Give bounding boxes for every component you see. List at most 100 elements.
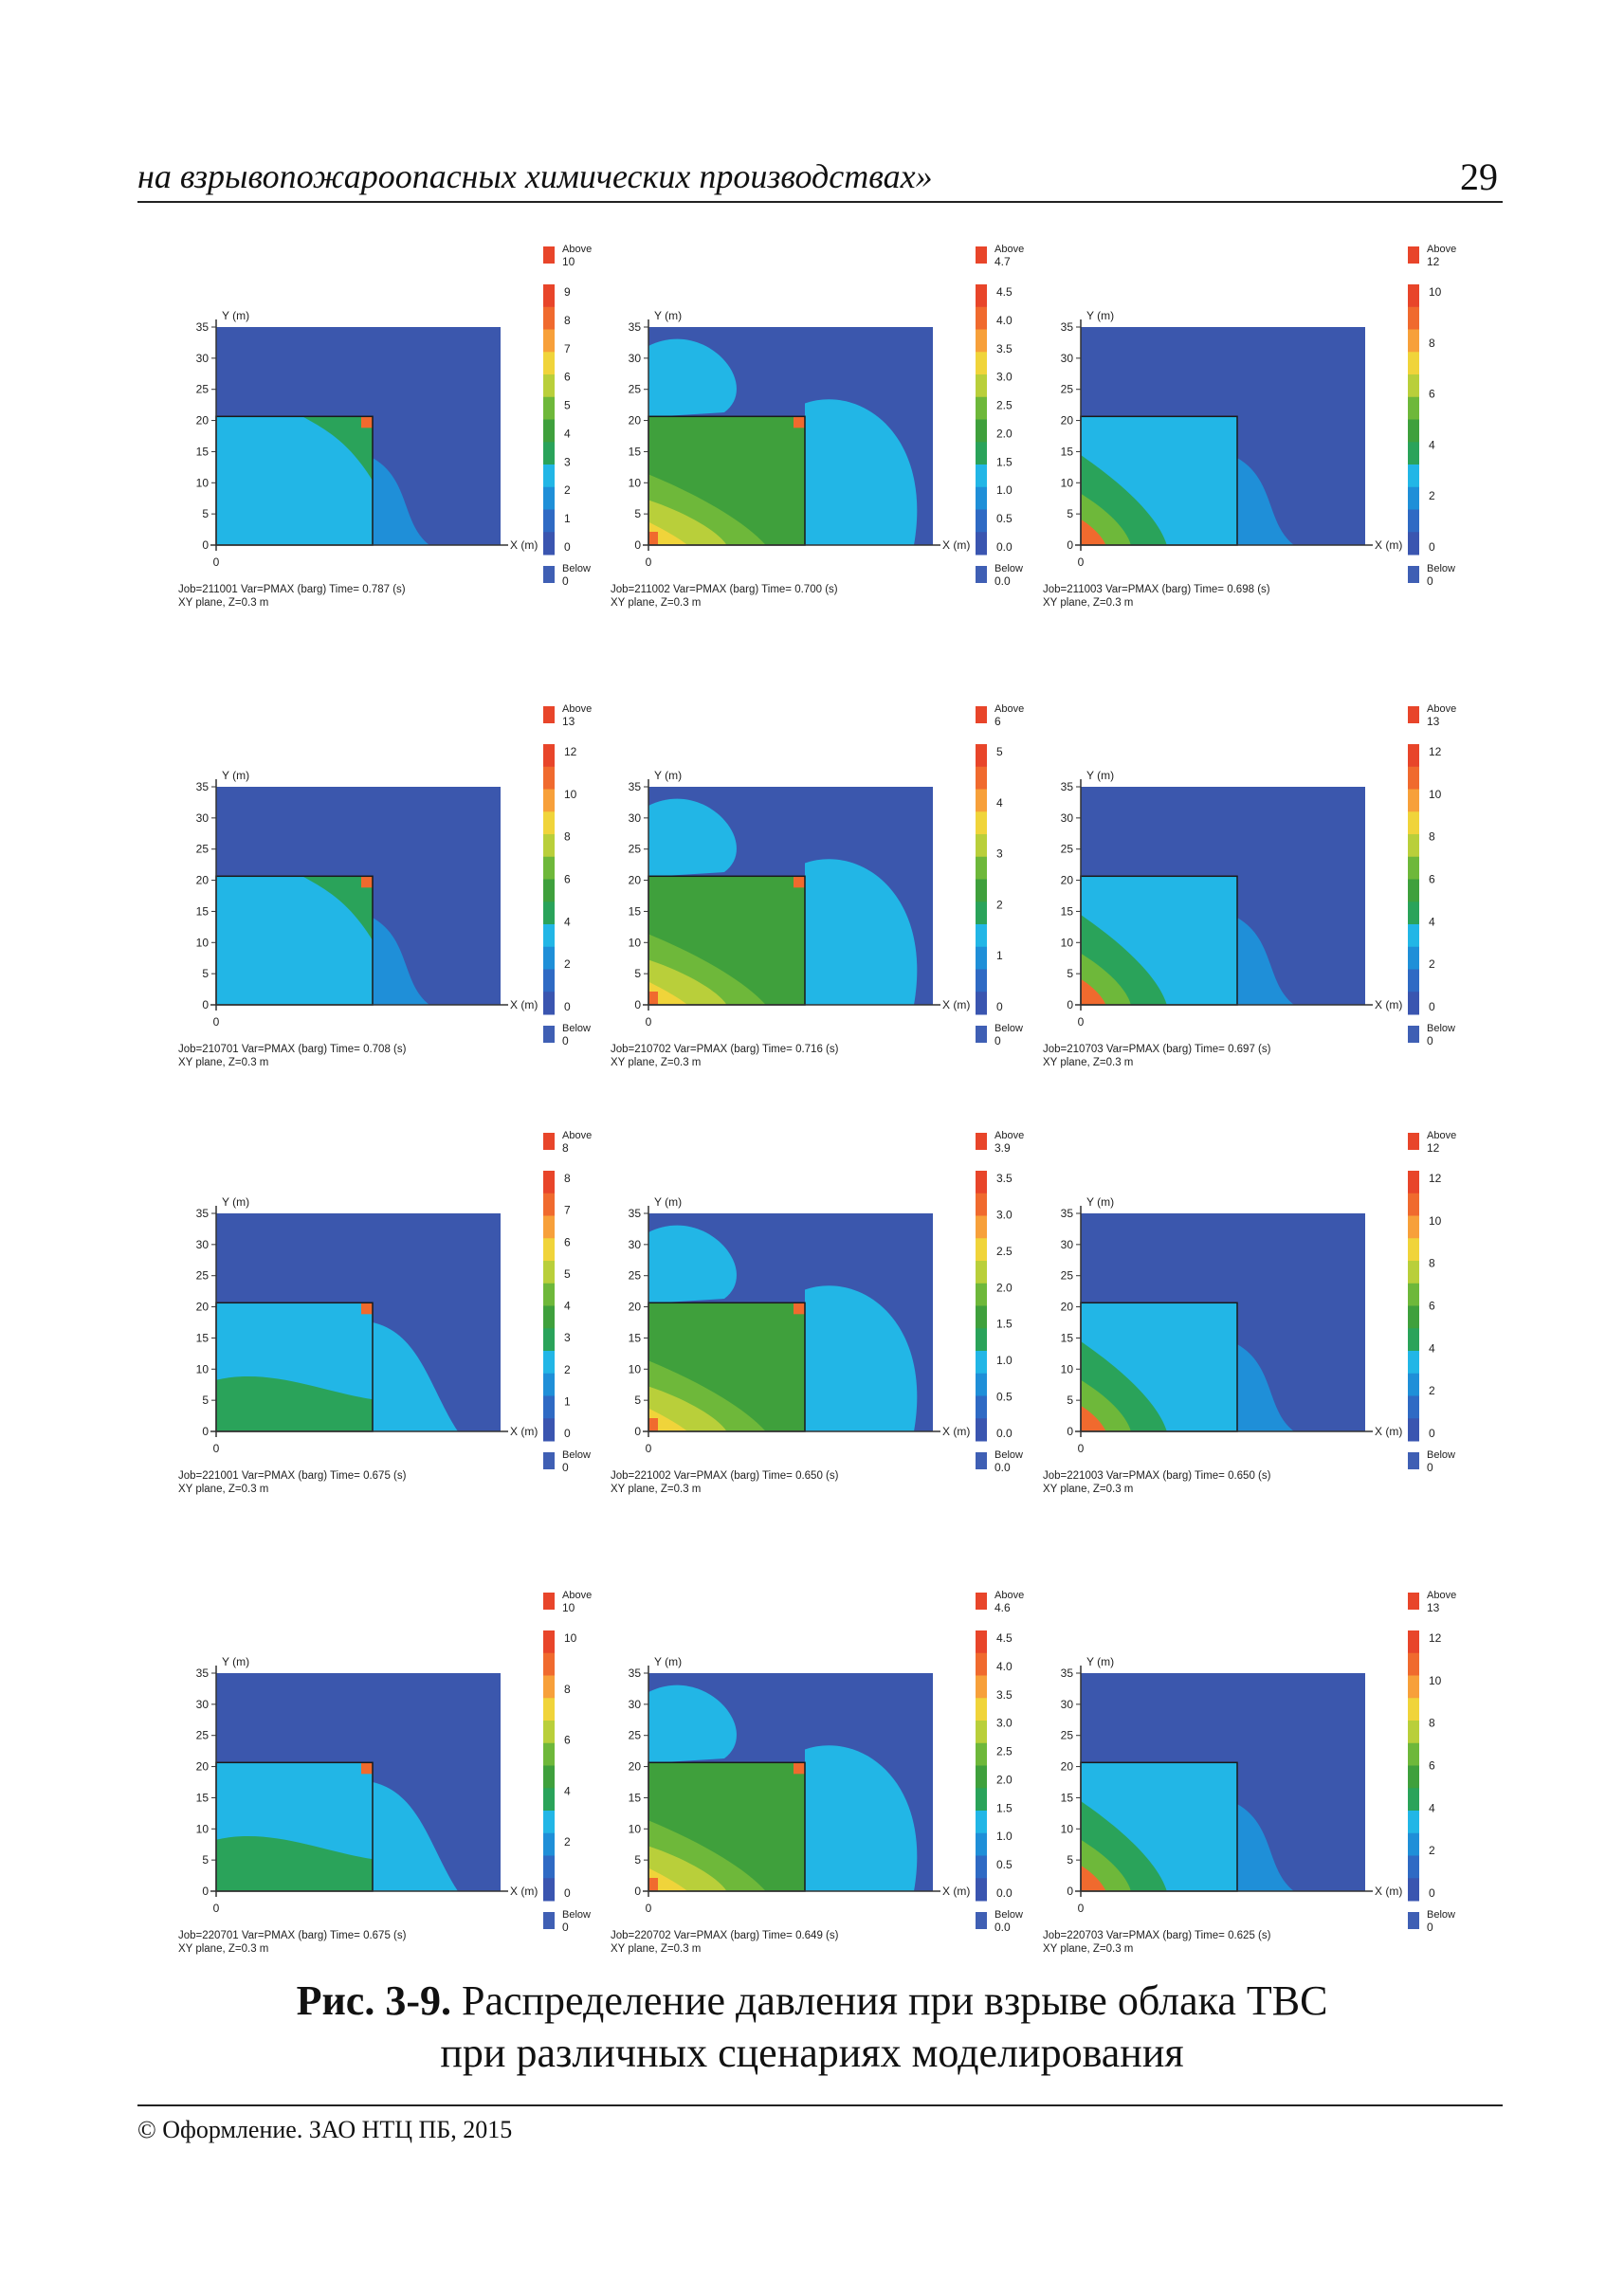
- y-tick-label: 30: [1061, 1698, 1074, 1711]
- legend-tick-label: 6: [1429, 1759, 1435, 1773]
- legend-tick-label: 0: [564, 1000, 571, 1013]
- legend-color-band: [976, 744, 987, 768]
- y-tick-label: 15: [1061, 904, 1074, 918]
- legend-color-band: [976, 1765, 987, 1789]
- y-tick-label: 10: [629, 1362, 642, 1375]
- contour-field: [216, 1302, 458, 1431]
- legend-tick-label: 4: [1429, 1801, 1435, 1814]
- y-tick-label: 0: [634, 998, 641, 1011]
- y-tick-label: 0: [202, 538, 209, 552]
- legend-tick-label: 4: [1429, 1341, 1435, 1355]
- y-tick-label: 5: [202, 1393, 209, 1407]
- legend-tick-label: 2: [564, 957, 571, 971]
- legend-color-band: [976, 924, 987, 948]
- y-tick-label: 30: [196, 1698, 210, 1711]
- legend-color-band: [543, 419, 555, 443]
- contour-patch: [805, 399, 918, 545]
- x-axis-label: X (m): [1375, 1425, 1402, 1438]
- legend-below-label: Below: [994, 1449, 1023, 1461]
- y-tick-label: 0: [1067, 998, 1073, 1011]
- legend-tick-label: 4: [564, 427, 571, 440]
- legend-below-label: Below: [562, 563, 591, 574]
- legend-above-swatch: [1408, 706, 1419, 723]
- y-tick-label: 35: [196, 1207, 210, 1220]
- legend-color-band: [543, 1238, 555, 1262]
- legend-above-label: Above: [994, 244, 1024, 255]
- legend-below-label: Below: [562, 1909, 591, 1921]
- legend-tick-label: 4: [564, 915, 571, 928]
- y-tick-label: 15: [1061, 1791, 1074, 1804]
- y-tick-label: 5: [1067, 507, 1073, 520]
- legend-tick-label: 4.5: [996, 1631, 1013, 1645]
- y-tick-label: 20: [196, 414, 210, 428]
- legend-color-band: [543, 1652, 555, 1676]
- legend-tick-label: 12: [1429, 745, 1442, 758]
- block-contour: [216, 1375, 373, 1431]
- y-axis-label: Y (m): [654, 1655, 682, 1668]
- legend-color-band: [976, 1832, 987, 1856]
- legend-color-band: [976, 1283, 987, 1306]
- legend-color-band: [976, 486, 987, 510]
- y-tick-label: 15: [1061, 1331, 1074, 1344]
- y-tick-label: 25: [629, 1269, 642, 1283]
- legend-tick-label: 8: [564, 1172, 571, 1185]
- legend-tick-label: 12: [1429, 1631, 1442, 1645]
- legend-tick-label: 4: [1429, 438, 1435, 451]
- figure-caption-line-1: Рис. 3-9. Распределение давления при взр…: [0, 1976, 1624, 2025]
- legend-color-band: [543, 1395, 555, 1419]
- contour-field: [648, 1225, 918, 1431]
- legend-tick-label: 6: [564, 1734, 571, 1747]
- x-axis-label: X (m): [1375, 998, 1402, 1011]
- legend-tick-label: 0.5: [996, 1858, 1013, 1871]
- legend-below-swatch: [976, 1026, 987, 1043]
- legend-above-label: Above: [562, 703, 592, 715]
- legend-color-band: [976, 1811, 987, 1834]
- contour-patch: [1237, 1804, 1294, 1891]
- legend-tick-label: 3.5: [996, 1172, 1013, 1185]
- y-tick-label: 0: [202, 1885, 209, 1898]
- legend-above-swatch: [1408, 1593, 1419, 1610]
- block-contour: [648, 981, 688, 1005]
- y-tick-label: 20: [1061, 874, 1074, 887]
- legend-color-band: [1408, 329, 1419, 353]
- legend-tick-label: 6: [1429, 873, 1435, 886]
- legend-above-label: Above: [994, 1590, 1024, 1601]
- legend-above-value: 4.6: [994, 1601, 1011, 1614]
- legend-color-band: [543, 789, 555, 812]
- legend-color-band: [1408, 1765, 1419, 1789]
- contour-field: [648, 798, 918, 1005]
- legend-color-band: [976, 1215, 987, 1239]
- legend-color-band: [976, 1652, 987, 1676]
- legend-tick-label: 6: [564, 371, 571, 384]
- legend-tick-label: 0.5: [996, 1391, 1013, 1404]
- plane-info-line: XY plane, Z=0.3 m: [611, 597, 701, 609]
- legend-above-value: 13: [1427, 1601, 1440, 1614]
- legend-above-label: Above: [562, 1130, 592, 1141]
- legend-above-swatch: [1408, 246, 1419, 264]
- legend-tick-label: 8: [1429, 337, 1435, 350]
- y-tick-label: 20: [1061, 1760, 1074, 1774]
- block-contour: [648, 521, 688, 545]
- contour-patch: [1237, 918, 1294, 1005]
- legend-tick-label: 0: [564, 540, 571, 554]
- y-tick-label: 25: [196, 843, 210, 856]
- legend-color-band: [976, 789, 987, 812]
- y-tick-label: 0: [634, 1425, 641, 1438]
- page-number: 29: [1460, 155, 1498, 198]
- y-tick-label: 30: [629, 811, 642, 825]
- legend-color-band: [1408, 924, 1419, 948]
- legend-tick-label: 12: [1429, 1172, 1442, 1185]
- y-tick-label: 10: [196, 1362, 210, 1375]
- legend-above-swatch: [976, 1593, 987, 1610]
- legend-below-value: 0: [562, 1034, 569, 1047]
- legend-above-label: Above: [1427, 703, 1456, 715]
- legend-tick-label: 4: [564, 1784, 571, 1797]
- legend-color-band: [1408, 1811, 1419, 1834]
- legend-color-band: [543, 1305, 555, 1329]
- contour-field: [1081, 1302, 1294, 1431]
- legend-tick-label: 2: [564, 1363, 571, 1376]
- legend-tick-label: 5: [564, 1267, 571, 1281]
- legend-below-label: Below: [1427, 563, 1455, 574]
